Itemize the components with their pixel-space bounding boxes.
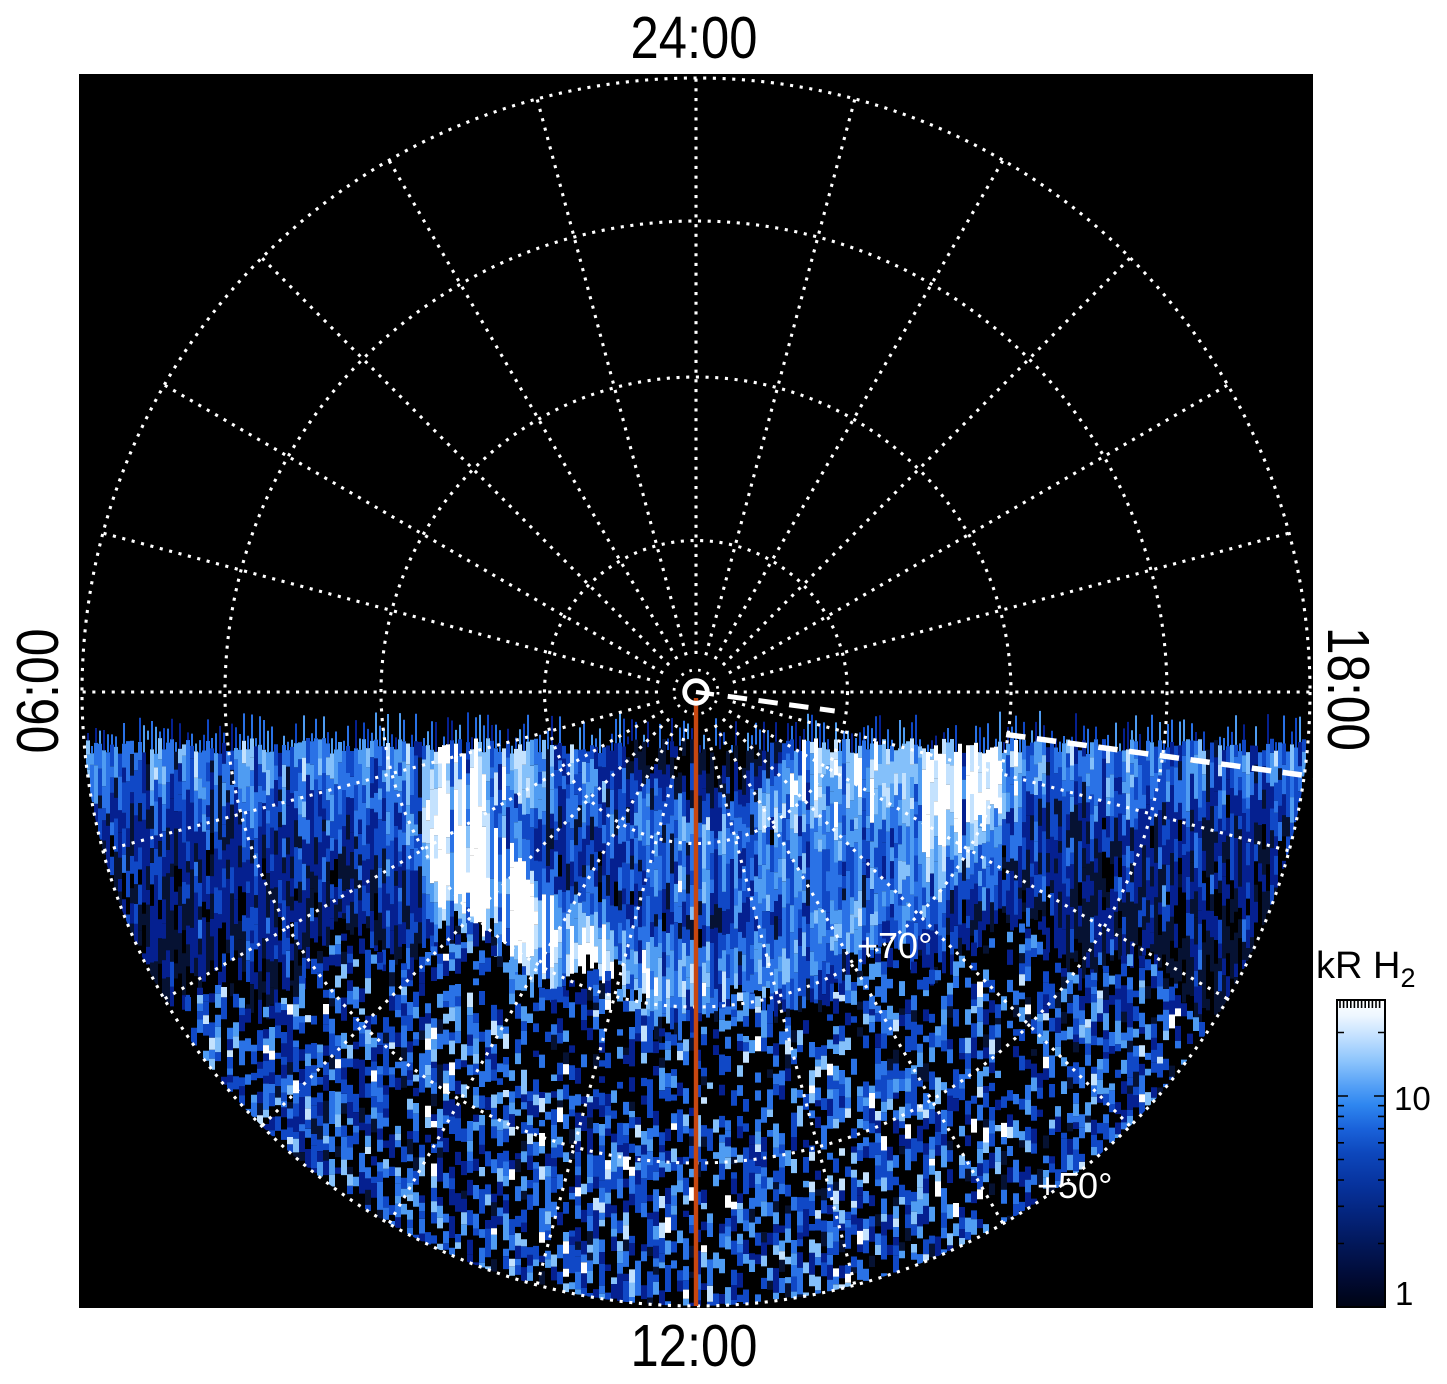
svg-text:06:00: 06:00 <box>5 629 71 754</box>
svg-text:12:00: 12:00 <box>631 1313 758 1379</box>
svg-text:kR H2: kR H2 <box>1316 945 1415 993</box>
svg-text:10: 10 <box>1394 1080 1431 1117</box>
svg-text:24:00: 24:00 <box>631 5 758 71</box>
svg-text:+70°: +70° <box>857 925 932 966</box>
svg-text:18:00: 18:00 <box>1315 627 1381 751</box>
svg-text:1: 1 <box>1395 1275 1413 1312</box>
svg-text:+50°: +50° <box>1037 1165 1112 1206</box>
